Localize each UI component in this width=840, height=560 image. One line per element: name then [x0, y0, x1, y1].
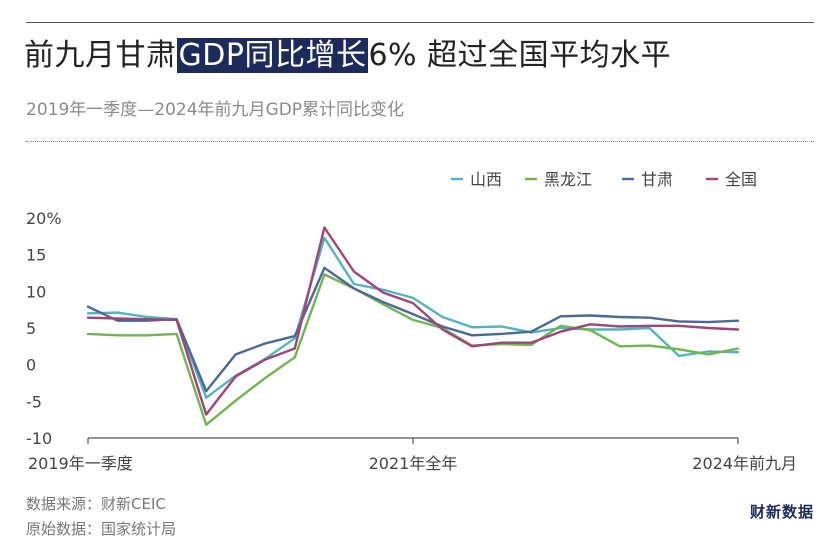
- x-tick-label: 2024年前九月: [692, 454, 797, 473]
- series-line: [86, 226, 740, 416]
- x-tick-label: 2019年一季度: [28, 454, 133, 473]
- chart-subtitle: 2019年一季度—2024年前九月GDP累计同比变化: [26, 100, 405, 120]
- title-prefix: 前九月甘肃: [24, 38, 177, 73]
- top-rule: [26, 22, 814, 23]
- y-tick-label: 15: [26, 246, 46, 265]
- brand-logo: 财新数据: [749, 503, 814, 521]
- y-tick-label: 20%: [26, 209, 62, 228]
- y-tick-label: 10: [26, 282, 46, 301]
- dotted-divider: [26, 141, 814, 142]
- y-tick-label: 0: [26, 356, 36, 375]
- series-line: [86, 273, 740, 426]
- legend-label: 全国: [725, 170, 757, 189]
- y-tick-label: -10: [26, 429, 52, 448]
- legend-label: 甘肃: [641, 170, 673, 189]
- raw-data-source: 原始数据：国家统计局: [26, 520, 177, 538]
- page-title: 前九月甘肃GDP同比增长6% 超过全国平均水平: [24, 30, 671, 74]
- series-line: [86, 236, 740, 399]
- title-highlight: GDP同比增长: [176, 38, 369, 73]
- title-suffix: 6% 超过全国平均水平: [368, 38, 672, 73]
- y-tick-label: -5: [26, 392, 42, 411]
- y-tick-label: 5: [26, 319, 36, 338]
- legend-label: 山西: [470, 170, 502, 189]
- series-line: [86, 266, 740, 393]
- legend-label: 黑龙江: [544, 170, 592, 189]
- x-tick-label: 2021年全年: [369, 454, 458, 473]
- data-source: 数据来源：财新CEIC: [26, 495, 166, 513]
